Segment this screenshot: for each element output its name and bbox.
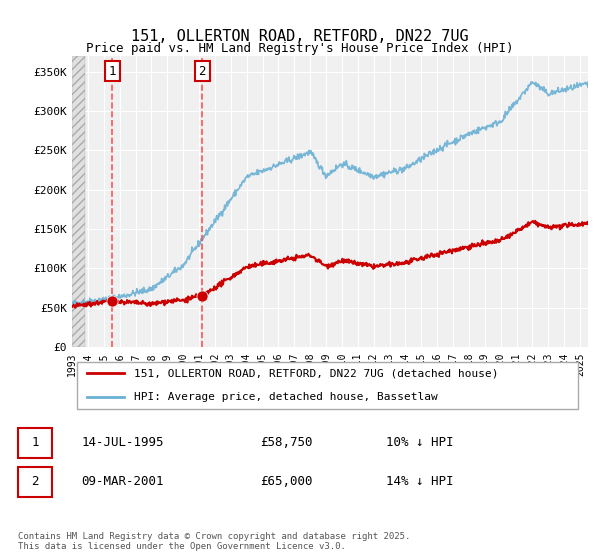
Text: Price paid vs. HM Land Registry's House Price Index (HPI): Price paid vs. HM Land Registry's House … [86,42,514,55]
Bar [18,467,52,497]
Text: Contains HM Land Registry data © Crown copyright and database right 2025.
This d: Contains HM Land Registry data © Crown c… [18,532,410,552]
Text: 1: 1 [109,65,116,78]
Text: 09-MAR-2001: 09-MAR-2001 [81,475,164,488]
Bar [18,428,52,458]
Text: £65,000: £65,000 [260,475,312,488]
Text: 14-JUL-1995: 14-JUL-1995 [81,436,164,449]
Text: 10% ↓ HPI: 10% ↓ HPI [386,436,454,449]
Text: 2: 2 [31,475,39,488]
Text: 1: 1 [31,436,39,449]
Text: HPI: Average price, detached house, Bassetlaw: HPI: Average price, detached house, Bass… [134,391,437,402]
Text: 151, OLLERTON ROAD, RETFORD, DN22 7UG (detached house): 151, OLLERTON ROAD, RETFORD, DN22 7UG (d… [134,368,499,379]
Text: 151, OLLERTON ROAD, RETFORD, DN22 7UG: 151, OLLERTON ROAD, RETFORD, DN22 7UG [131,29,469,44]
Bar [77,362,578,409]
Text: £58,750: £58,750 [260,436,312,449]
Text: 2: 2 [198,65,206,78]
Text: 14% ↓ HPI: 14% ↓ HPI [386,475,454,488]
